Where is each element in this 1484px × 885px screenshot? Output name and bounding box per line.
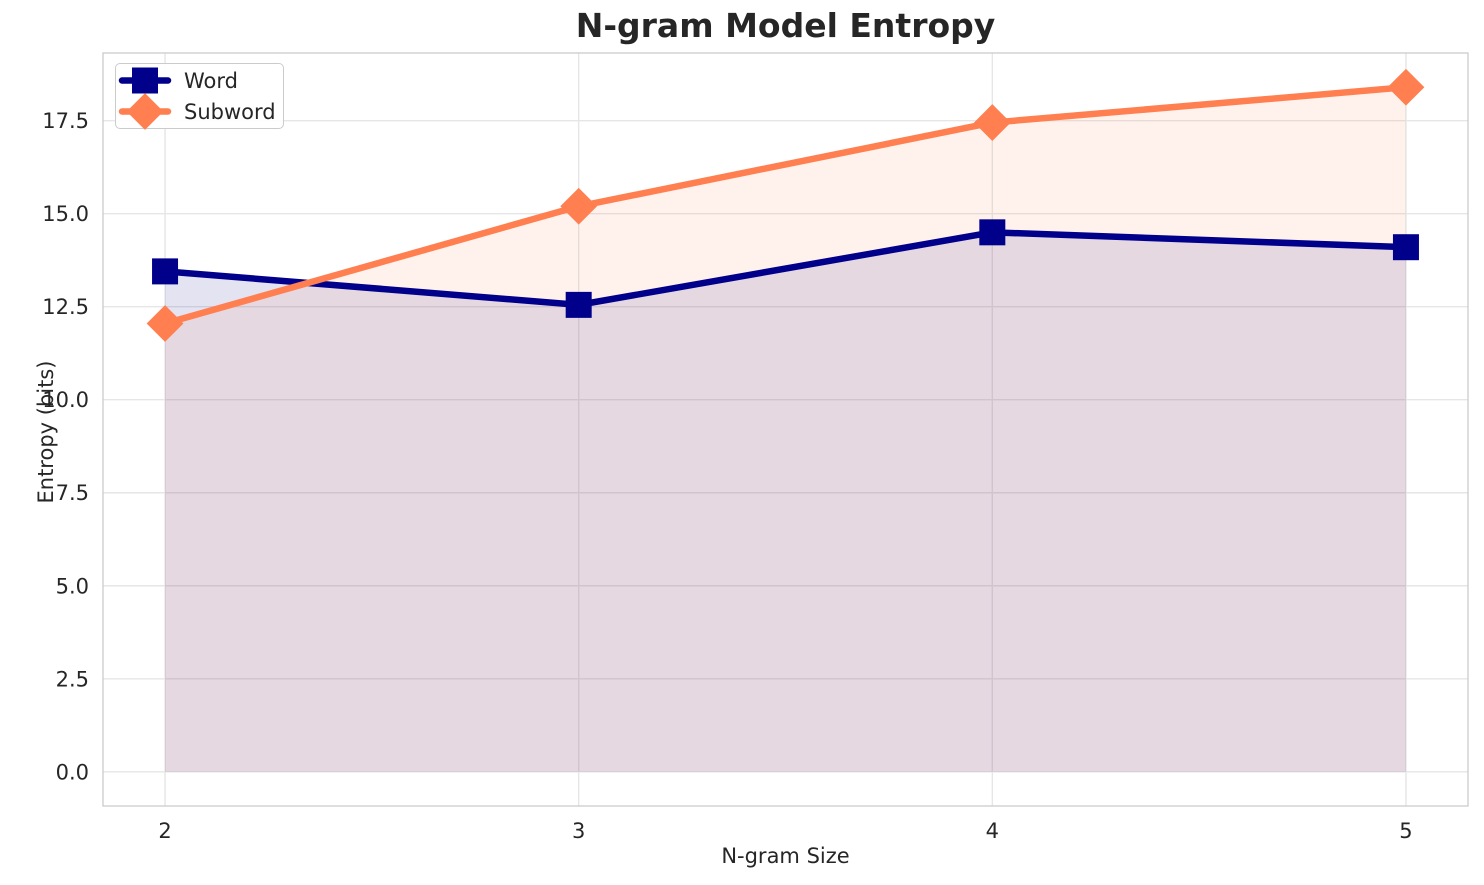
data-point-subword-x5 [1387,68,1425,106]
x-axis-label: N-gram Size [721,844,850,868]
y-tick-label: 15.0 [42,202,89,226]
legend-item-word: Word [118,65,276,96]
y-tick-label: 7.5 [56,481,89,505]
x-tick-label: 3 [572,819,585,843]
y-tick-label: 2.5 [56,667,89,691]
series-line-subword [161,83,1410,327]
data-point-word-x2 [152,258,179,285]
y-tick-label: 5.0 [56,574,89,598]
data-point-subword-x4 [973,104,1011,141]
y-tick-label: 12.5 [42,295,89,319]
legend-sample-marker [132,67,158,94]
x-tick-label: 2 [158,819,171,843]
y-tick-label: 17.5 [42,109,89,133]
y-tick-label: 10.0 [42,388,89,412]
x-tick-label: 5 [1399,819,1412,843]
area-fill-subword [165,87,1406,772]
y-tick-label: 0.0 [56,760,89,784]
legend: Word Subword [115,63,284,130]
area-fill-word [165,232,1406,772]
y-axis-label: Entropy (bits) [34,360,58,504]
data-point-word-x3 [565,291,592,318]
chart-title: N-gram Model Entropy [575,6,996,45]
data-point-subword-x3 [560,187,598,225]
plot-border [102,52,1469,807]
legend-label: Word [184,68,238,93]
square-marker-icon [118,67,172,94]
series-line-word [161,229,1410,309]
legend-label: Subword [184,99,276,124]
diamond-marker-icon [118,93,172,130]
legend-item-subword: Subword [118,93,276,130]
x-tick-label: 4 [986,819,999,843]
data-point-subword-x2 [146,305,184,342]
data-point-word-x5 [1392,234,1419,261]
data-point-word-x4 [979,219,1006,246]
legend-sample-marker [126,93,164,130]
